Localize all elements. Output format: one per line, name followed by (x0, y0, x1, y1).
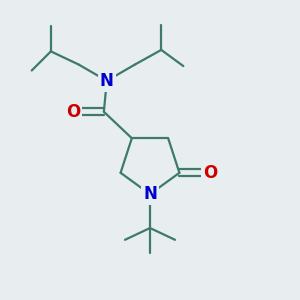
Text: N: N (100, 72, 114, 90)
Text: N: N (143, 185, 157, 203)
Text: O: O (66, 103, 80, 121)
Text: O: O (203, 164, 218, 182)
